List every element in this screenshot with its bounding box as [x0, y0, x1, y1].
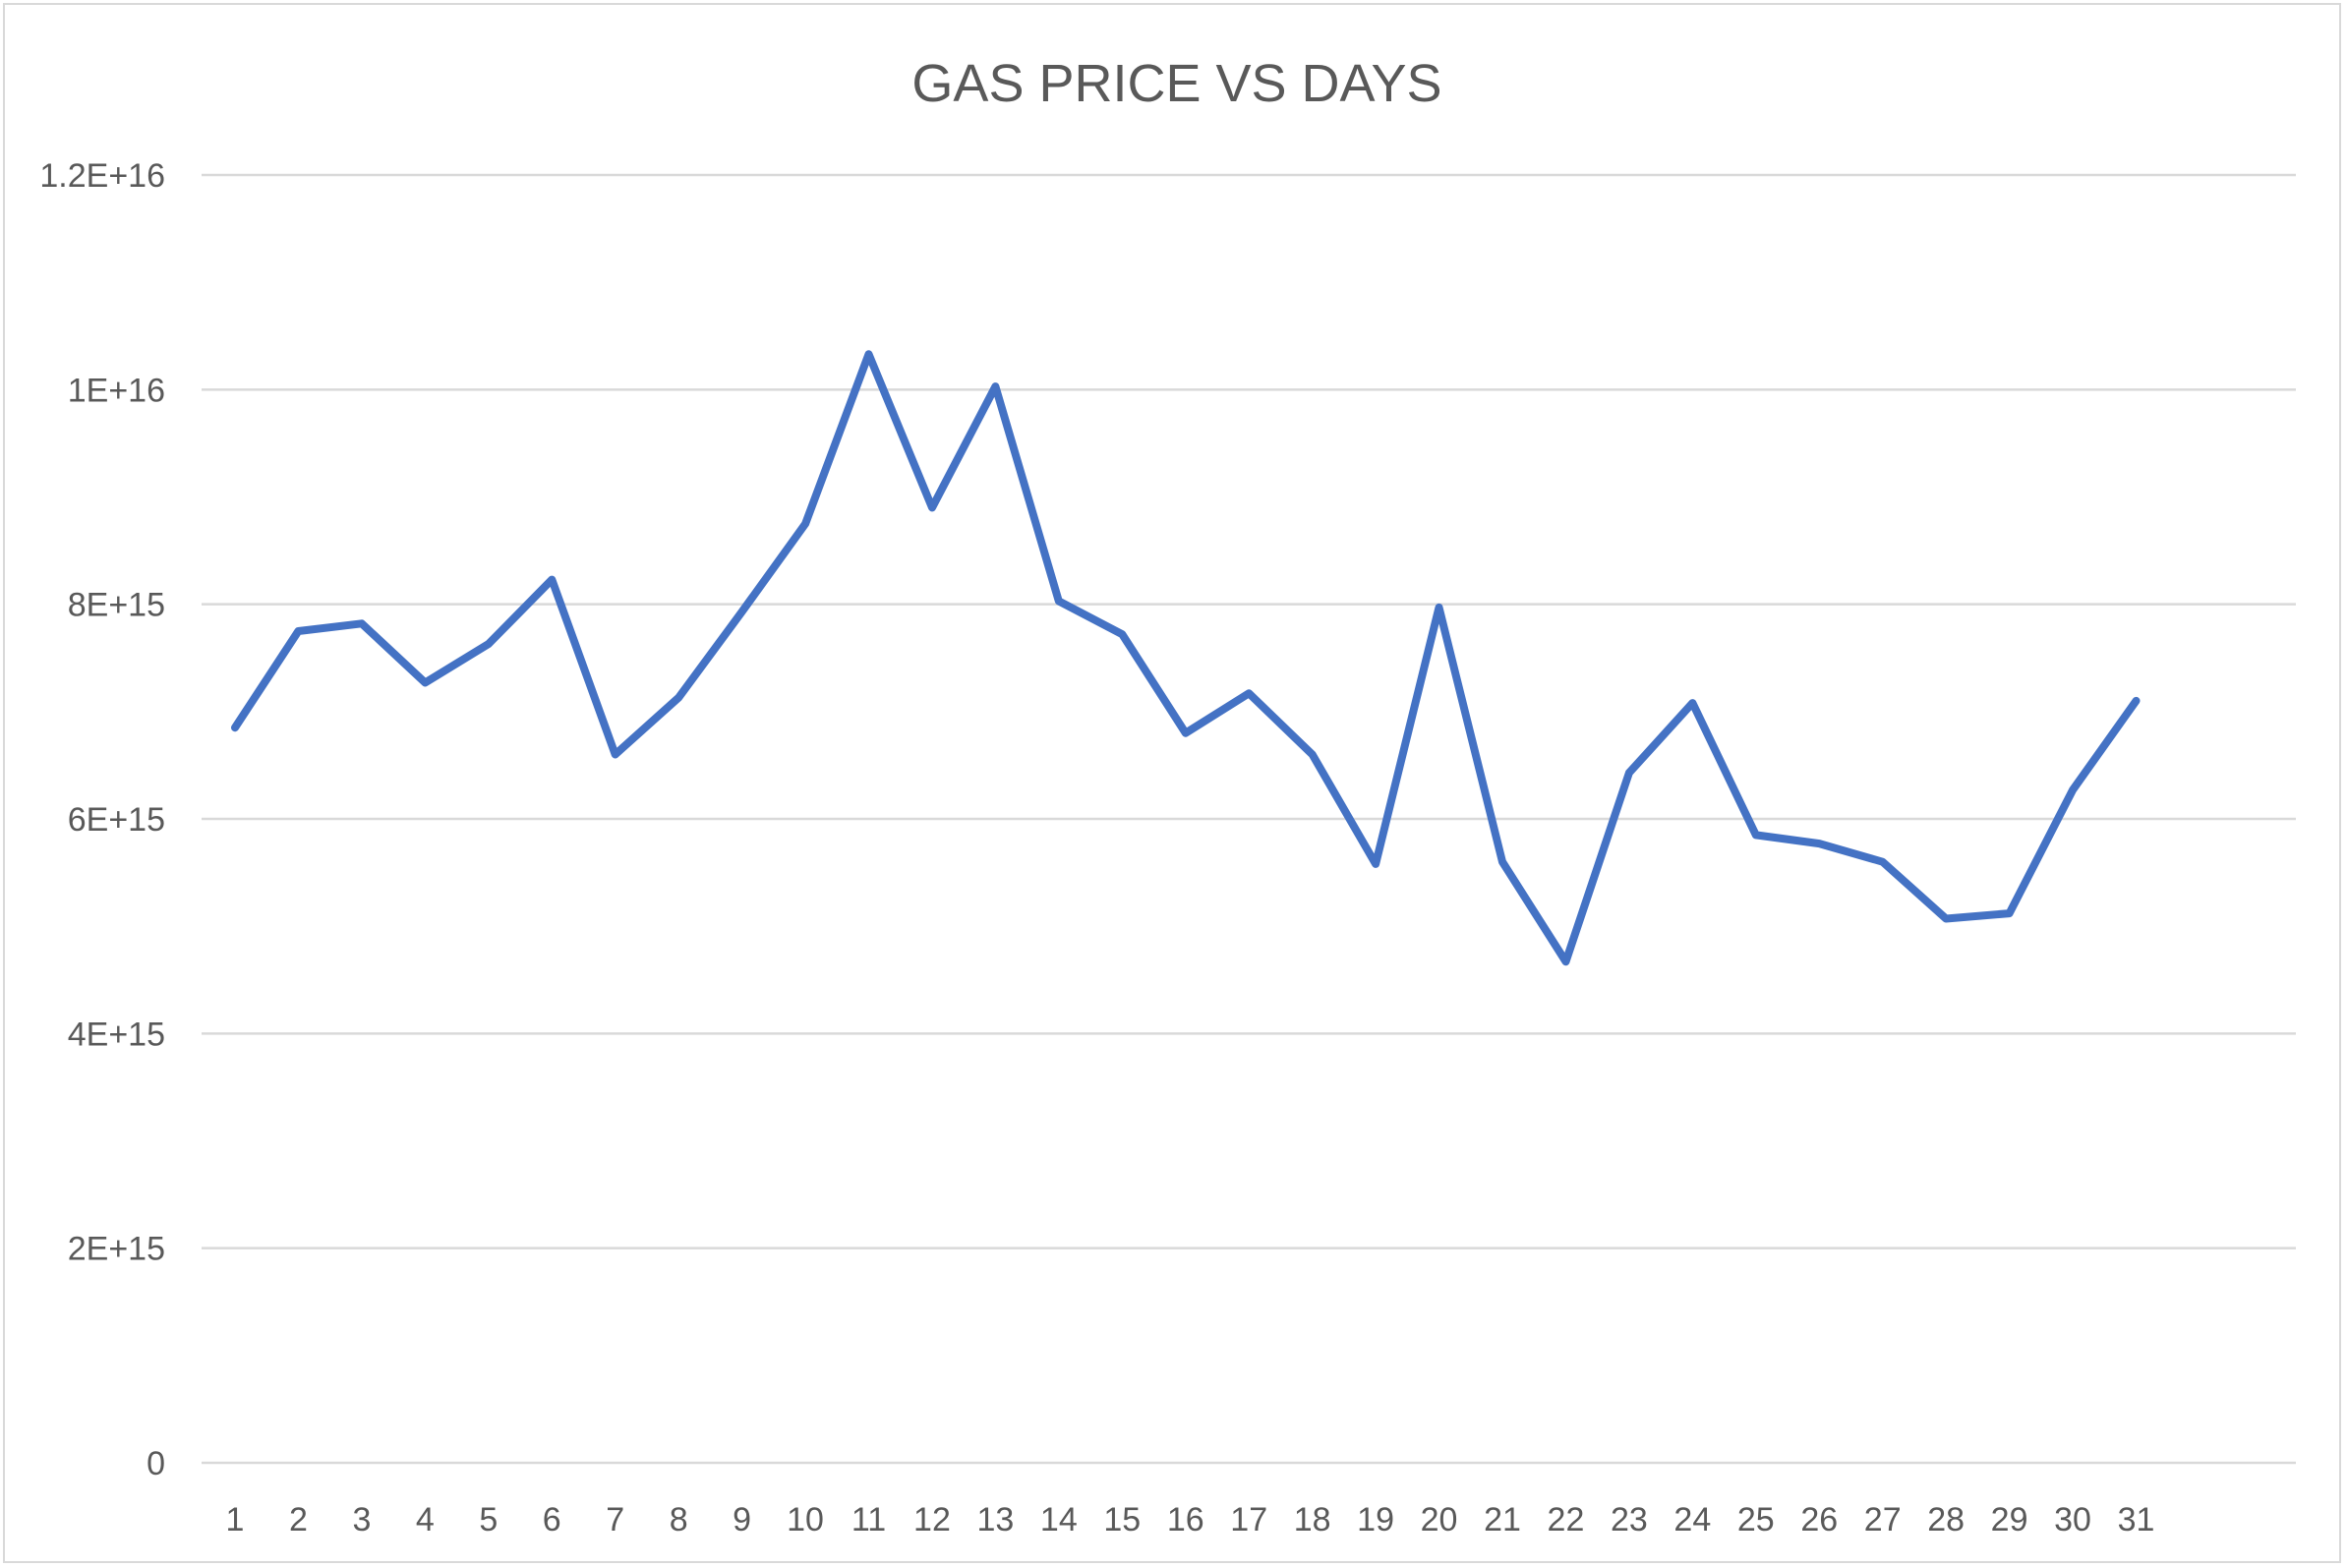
x-tick-label: 24: [1673, 1501, 1711, 1539]
x-axis-tick-labels: 1 2 3 4 5 6 7 8 9 10 11 12 13 14 15 16 17 18 19 20 21 22 23 24 2…: [226, 1501, 2155, 1539]
x-tick-label: 20: [1421, 1501, 1458, 1539]
line-chart: GAS PRICE VS DAYS 0 2E+15 4E+15 6E+15 8E+15 1…: [39, 54, 2296, 1539]
series-lines: [231, 350, 2141, 966]
x-tick-label: 8: [670, 1501, 688, 1539]
x-tick-label: 30: [2054, 1501, 2091, 1539]
x-tick-label: 3: [352, 1501, 371, 1539]
x-tick-label: 27: [1864, 1501, 1902, 1539]
x-tick-label: 31: [2118, 1501, 2155, 1539]
x-tick-label: 28: [1927, 1501, 1965, 1539]
x-tick-label: 19: [1357, 1501, 1394, 1539]
y-tick-label: 6E+15: [68, 801, 165, 839]
series-line: [231, 350, 2141, 966]
gridlines: [202, 173, 2296, 1465]
chart-area: GAS PRICE VS DAYS 0 2E+15 4E+15 6E+15 8E+15 1…: [3, 3, 2341, 1563]
x-tick-label: 14: [1040, 1501, 1078, 1539]
x-tick-label: 15: [1103, 1501, 1141, 1539]
x-tick-label: 29: [1991, 1501, 2028, 1539]
x-tick-label: 9: [733, 1501, 751, 1539]
x-tick-label: 25: [1737, 1501, 1775, 1539]
x-tick-label: 2: [289, 1501, 308, 1539]
x-tick-label: 7: [606, 1501, 624, 1539]
x-tick-label: 4: [416, 1501, 435, 1539]
x-tick-label: 11: [851, 1501, 886, 1539]
x-tick-label: 5: [479, 1501, 498, 1539]
y-tick-label: 8E+15: [68, 587, 165, 624]
y-tick-label: 2E+15: [68, 1231, 165, 1268]
x-tick-label: 10: [787, 1501, 824, 1539]
y-axis-tick-labels: 0 2E+15 4E+15 6E+15 8E+15 1E+16 1.2E+16: [39, 157, 165, 1482]
y-tick-label: 1.2E+16: [39, 157, 165, 195]
x-tick-label: 23: [1611, 1501, 1648, 1539]
x-tick-label: 26: [1800, 1501, 1838, 1539]
x-tick-label: 1: [226, 1501, 245, 1539]
x-tick-label: 21: [1484, 1501, 1521, 1539]
chart-title: GAS PRICE VS DAYS: [911, 54, 1441, 113]
x-tick-label: 17: [1230, 1501, 1267, 1539]
x-tick-label: 16: [1167, 1501, 1204, 1539]
x-tick-label: 6: [543, 1501, 561, 1539]
x-tick-label: 22: [1548, 1501, 1585, 1539]
x-tick-label: 13: [976, 1501, 1014, 1539]
x-tick-label: 18: [1294, 1501, 1331, 1539]
x-tick-label: 12: [913, 1501, 951, 1539]
y-tick-label: 4E+15: [68, 1016, 165, 1053]
y-tick-label: 1E+16: [68, 372, 165, 409]
y-tick-label: 0: [147, 1445, 165, 1482]
